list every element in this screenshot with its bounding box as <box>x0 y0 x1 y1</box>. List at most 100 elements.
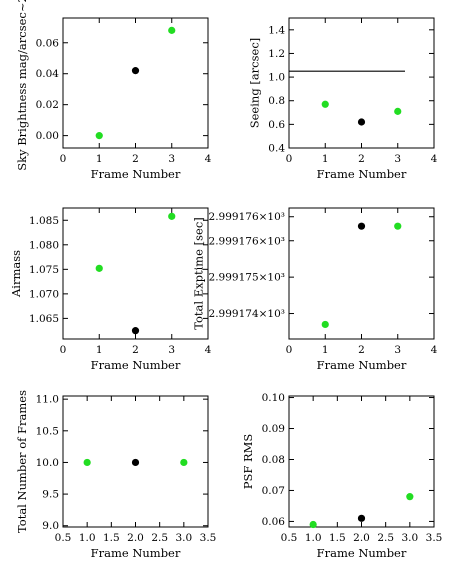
x-tick-label: 1 <box>322 344 329 356</box>
x-tick-label: 1 <box>96 344 103 356</box>
x-tick-label: 0 <box>60 153 67 165</box>
x-axis-title: Frame Number <box>317 358 407 372</box>
data-point <box>406 493 414 501</box>
plot-panel-4: 0 1 2 3 4 2.999174×10³ 2.999175×10³ 2.999176×10… <box>192 207 438 372</box>
x-tick-label: 2 <box>132 153 139 165</box>
x-tick-label: 3 <box>394 153 401 165</box>
x-tick-label: 3.5 <box>200 532 217 544</box>
y-tick-label: 9.5 <box>42 489 59 501</box>
y-axis-title: Total Number of Frames <box>15 390 29 533</box>
data-point <box>168 26 176 34</box>
x-tick-label: 2 <box>132 344 139 356</box>
x-tick-label: 1 <box>322 153 329 165</box>
y-tick-label: 0.04 <box>36 68 60 80</box>
data-point <box>83 458 91 467</box>
data-point <box>394 107 402 115</box>
y-tick-label: 0.4 <box>268 143 285 155</box>
plot-panel-5: 0.5 1.0 1.5 2.0 2.5 3.0 3.5 9.0 9.5 10.0 10.5 11.0 F… <box>15 390 216 560</box>
data-point <box>131 458 140 467</box>
y-tick-label: 0.06 <box>262 516 286 528</box>
y-tick-label: 1.065 <box>29 313 59 325</box>
y-tick-label: 2.999176×10³ <box>209 235 285 247</box>
plot-panel-2: 0 1 2 3 4 0.4 0.6 0.8 1.0 1.2 1.4 Frame Number Seein… <box>247 17 438 181</box>
x-tick-label: 4 <box>431 344 438 356</box>
x-axis-title: Frame Number <box>91 546 181 560</box>
data-point <box>357 514 366 522</box>
data-point <box>131 327 140 335</box>
x-tick-label: 1.0 <box>305 532 322 544</box>
x-tick-label: 2.0 <box>353 532 370 544</box>
plot-panel-3: 0 1 2 3 4 1.065 1.070 1.075 1.080 1.085 Frame Numb… <box>9 207 212 372</box>
data-point <box>321 100 329 108</box>
x-tick-label: 3 <box>394 344 401 356</box>
y-tick-label: 0.10 <box>262 392 285 404</box>
data-point <box>357 118 366 126</box>
plot-frame <box>288 17 435 149</box>
x-axis-title: Frame Number <box>317 546 407 560</box>
plot-panel-6: 0.5 1.0 1.5 2.0 2.5 3.0 3.5 0.06 0.07 0.08 0.09 0.1… <box>241 392 442 560</box>
y-tick-label: 0.02 <box>36 99 59 111</box>
y-tick-label: 2.999175×10³ <box>209 272 285 284</box>
y-tick-label: 1.085 <box>29 215 59 227</box>
x-tick-label: 4 <box>205 344 212 356</box>
data-point <box>321 320 329 329</box>
x-tick-label: 0 <box>286 344 293 356</box>
x-tick-label: 2 <box>358 153 365 165</box>
y-tick-label: 11.0 <box>36 394 59 406</box>
x-tick-label: 3 <box>168 344 175 356</box>
y-tick-label: 0.8 <box>268 95 285 107</box>
x-tick-label: 2.5 <box>151 532 168 544</box>
y-tick-label: 1.0 <box>268 72 285 84</box>
y-axis-title: Sky Brightness mag/arcsec~2 <box>15 0 29 171</box>
y-tick-label: 0.09 <box>262 423 285 435</box>
data-point <box>180 458 188 467</box>
x-tick-label: 3.0 <box>175 532 192 544</box>
x-tick-label: 3.5 <box>426 532 443 544</box>
x-tick-label: 4 <box>205 153 212 165</box>
y-axis-title: Airmass <box>9 250 23 298</box>
x-tick-label: 2 <box>358 344 365 356</box>
y-tick-label: 0.07 <box>262 485 285 497</box>
y-tick-label: 1.075 <box>29 264 59 276</box>
data-point <box>95 264 103 272</box>
plot-panel-1: 0 1 2 3 4 0.00 0.02 0.04 0.06 Frame Number Sky Bri… <box>15 0 211 181</box>
y-tick-label: 10.0 <box>36 457 59 469</box>
y-tick-label: 9.0 <box>42 520 59 532</box>
x-tick-label: 1 <box>96 153 103 165</box>
x-tick-label: 4 <box>431 153 438 165</box>
x-axis-title: Frame Number <box>91 167 181 181</box>
plot-frame <box>62 207 209 340</box>
x-axis-title: Frame Number <box>317 167 407 181</box>
x-tick-label: 0 <box>286 153 293 165</box>
data-point <box>309 520 317 529</box>
y-tick-label: 1.070 <box>29 288 59 300</box>
y-tick-label: 2.999176×10³ <box>209 211 285 223</box>
y-tick-label: 1.080 <box>29 239 59 251</box>
y-tick-label: 1.2 <box>268 48 285 60</box>
y-axis-title: Total Exptime [sec] <box>192 217 206 330</box>
y-tick-label: 0.00 <box>36 130 59 142</box>
plot-frame <box>288 395 435 528</box>
y-axis-title: PSF RMS <box>241 434 255 490</box>
y-tick-label: 0.08 <box>262 454 285 466</box>
data-point <box>394 222 402 230</box>
x-tick-label: 0.5 <box>55 532 72 544</box>
x-tick-label: 3 <box>168 153 175 165</box>
x-axis-title: Frame Number <box>91 358 181 372</box>
y-tick-label: 0.6 <box>268 119 285 131</box>
data-point <box>357 222 366 230</box>
y-tick-label: 1.4 <box>268 24 285 36</box>
y-axis-title: Seeing [arcsec] <box>247 38 261 129</box>
y-tick-label: 2.999174×10³ <box>209 308 285 320</box>
x-tick-label: 0 <box>60 344 67 356</box>
x-tick-label: 1.5 <box>329 532 346 544</box>
x-tick-label: 2.5 <box>377 532 394 544</box>
y-tick-label: 0.06 <box>36 37 60 49</box>
data-point <box>168 212 176 220</box>
x-tick-label: 1.5 <box>103 532 120 544</box>
plot-frame <box>62 17 209 149</box>
y-tick-label: 10.5 <box>36 425 59 437</box>
data-point <box>131 67 140 75</box>
x-tick-label: 0.5 <box>281 532 298 544</box>
